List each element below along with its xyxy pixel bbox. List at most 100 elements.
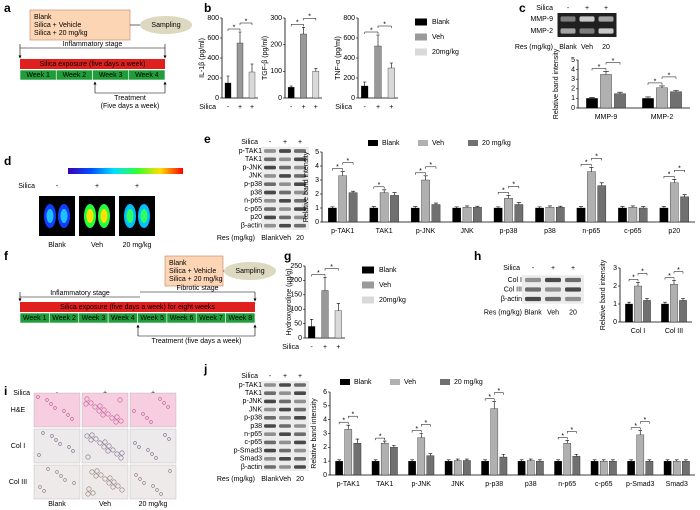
error-bar	[661, 206, 666, 208]
significance-bracket	[637, 273, 648, 276]
lung-signal	[100, 209, 108, 223]
error-bar	[363, 81, 367, 86]
error-bar	[346, 424, 351, 430]
group-label: Silica + 20 mg/kg	[34, 30, 88, 37]
blot-band	[579, 28, 595, 34]
x-tick-label: +	[314, 104, 318, 111]
tissue-image	[33, 428, 81, 464]
tissue-cell	[86, 486, 92, 492]
legend-swatch	[362, 281, 374, 289]
blot-footer: 20	[569, 309, 577, 316]
blot-row-label: β-actin	[501, 296, 522, 303]
bar	[645, 461, 654, 476]
significance-bracket	[674, 170, 685, 173]
blot-band	[264, 174, 276, 178]
legend-swatch	[362, 296, 374, 304]
bar	[335, 461, 343, 476]
tissue-cell	[155, 488, 159, 492]
bar	[300, 33, 307, 99]
error-bar	[464, 205, 470, 208]
bar	[514, 204, 524, 223]
legend-label: 20 mg/kg	[454, 379, 483, 386]
y-tick-label: 1	[315, 205, 319, 212]
x-tick-label: MMP-9	[595, 114, 618, 121]
bar	[371, 461, 380, 476]
blot-band	[579, 16, 595, 22]
significance-bracket	[373, 186, 385, 189]
blot-band	[279, 465, 291, 469]
bar	[481, 461, 489, 476]
blot-row-label: p-p38	[244, 181, 262, 188]
group-label: Silica + Vehicle	[169, 268, 216, 275]
panel-label: i	[4, 384, 7, 398]
significance-bracket	[591, 158, 602, 161]
bar	[361, 85, 369, 99]
blot-band	[264, 415, 276, 420]
error-bar	[673, 89, 679, 92]
significance-mark: *	[632, 275, 635, 282]
y-tick-label: 5	[315, 149, 319, 156]
y-tick-label: 2	[613, 283, 617, 290]
week-cell	[225, 312, 256, 324]
blot-band	[264, 391, 276, 396]
tissue-image	[33, 392, 81, 428]
error-bar	[465, 458, 469, 461]
x-tick-label: Col I	[631, 328, 645, 335]
significance-bracket	[605, 62, 621, 65]
legend-label: Veh	[432, 34, 444, 41]
significance-mark: *	[336, 164, 339, 171]
x-row-label: Silica	[282, 344, 299, 351]
blot-row-label: p20	[250, 214, 262, 221]
error-bar	[475, 205, 480, 208]
x-tick-label: p-p38	[500, 228, 518, 235]
blot-band	[560, 28, 576, 34]
significance-mark: *	[378, 182, 381, 189]
bar	[387, 67, 395, 99]
blot-band	[565, 296, 581, 302]
tissue-cell	[58, 442, 62, 446]
error-bar	[392, 192, 397, 196]
y-axis-label: Relative band intensity	[600, 259, 607, 330]
tissue-image	[129, 392, 177, 428]
bar	[473, 207, 482, 223]
blot-band	[264, 448, 276, 453]
panel-label: f	[4, 249, 9, 263]
blot-header: +	[298, 373, 302, 380]
panel-label: d	[4, 154, 11, 168]
tissue-cell	[159, 492, 163, 496]
error-bar	[528, 458, 533, 461]
error-bar	[674, 459, 679, 462]
panel-label: h	[474, 249, 481, 263]
tissue-cell	[105, 411, 111, 417]
header-label: Silica	[18, 183, 35, 190]
blot-header: -	[269, 373, 272, 380]
tissue-cell	[119, 487, 125, 493]
blot-header: +	[298, 139, 302, 146]
exposure-bar	[20, 302, 255, 312]
error-bar	[433, 202, 439, 205]
y-axis-label: Relative band intensity	[311, 398, 318, 469]
panel-label: c	[519, 1, 526, 15]
bar	[554, 461, 562, 476]
tissue-cell	[110, 447, 116, 453]
blot-row-label: Col I	[508, 277, 522, 284]
blot-band	[294, 465, 306, 469]
legend-label: 20 mg/kg	[482, 140, 511, 147]
week-label: Week 8	[229, 315, 253, 322]
error-bar	[483, 459, 487, 462]
significance-mark: *	[502, 188, 505, 195]
bar	[572, 456, 581, 476]
x-tick-label: JNK	[451, 481, 465, 488]
bar	[661, 303, 669, 323]
error-bar	[578, 206, 584, 208]
blot-band	[525, 277, 541, 283]
x-tick-label: p38	[544, 228, 556, 235]
legend-label: Veh	[432, 140, 444, 147]
error-bar	[410, 459, 414, 462]
y-tick-label: 2	[571, 86, 575, 93]
blot-band	[279, 157, 291, 162]
y-axis-label: Relative band intensity	[553, 48, 560, 119]
bar	[636, 434, 645, 476]
bar	[462, 207, 472, 223]
significance-bracket	[303, 18, 317, 21]
